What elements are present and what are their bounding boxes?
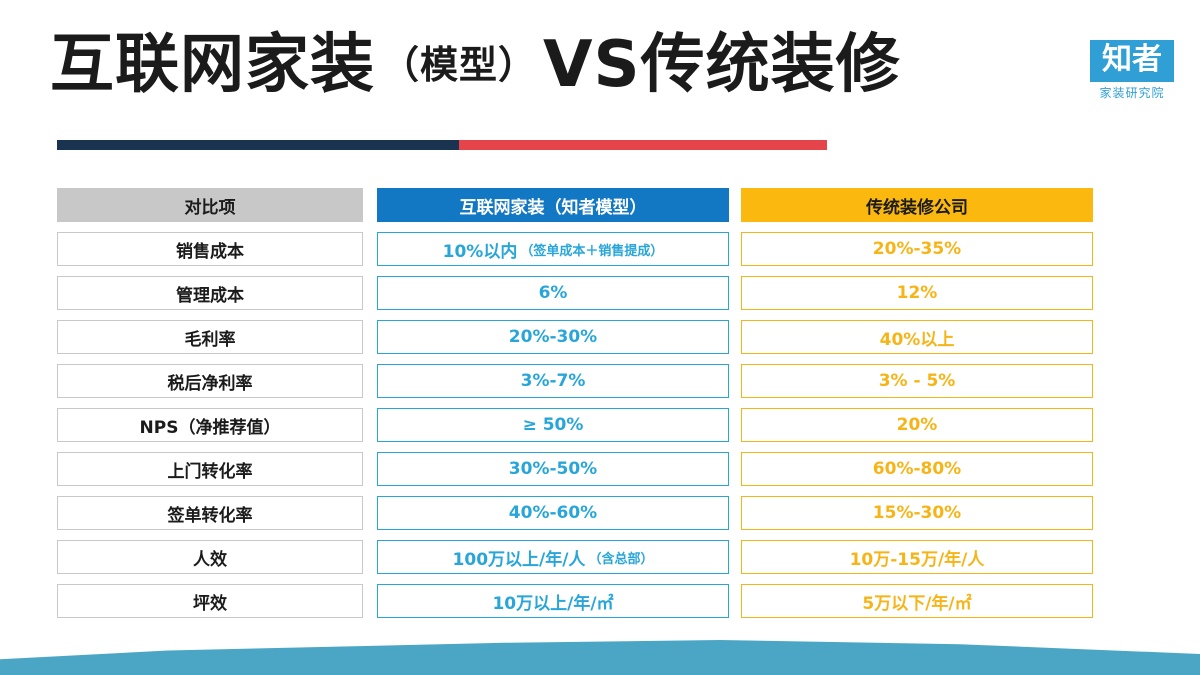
table-header-row: 对比项 互联网家装（知者模型） 传统装修公司 — [57, 188, 1093, 222]
cell-traditional: 20%-35% — [741, 232, 1093, 266]
header-item: 对比项 — [57, 188, 363, 222]
cell-internet-value: 6% — [538, 283, 568, 303]
cell-internet-note: （签单成本＋销售提成） — [520, 243, 664, 259]
cell-internet-value: 40%-60% — [508, 503, 598, 523]
logo-subtitle: 家装研究院 — [1099, 86, 1165, 100]
table-body: 销售成本 10%以内 （签单成本＋销售提成） 20%-35% 管理成本 6% 12% 毛利率 2… — [57, 232, 1093, 618]
cell-traditional: 60%-80% — [741, 452, 1093, 486]
header-internet: 互联网家装（知者模型） — [377, 188, 729, 222]
cell-internet: ≥ 50% — [377, 408, 729, 442]
cell-item: 销售成本 — [57, 232, 363, 266]
title-part-traditional: VS传统装修 — [543, 28, 901, 102]
cell-internet-value: 100万以上/年/人 — [452, 549, 586, 570]
cell-item: 上门转化率 — [57, 452, 363, 486]
cell-traditional: 10万-15万/年/人 — [741, 540, 1093, 574]
cell-internet-value: 30%-50% — [508, 459, 598, 479]
cell-internet: 3%-7% — [377, 364, 729, 398]
table-row: 签单转化率 40%-60% 15%-30% — [57, 496, 1093, 530]
title-underline-red — [459, 140, 827, 150]
cell-item: NPS（净推荐值） — [57, 408, 363, 442]
cell-traditional: 3% - 5% — [741, 364, 1093, 398]
cell-traditional: 15%-30% — [741, 496, 1093, 530]
cell-traditional: 40%以上 — [741, 320, 1093, 354]
cell-item: 管理成本 — [57, 276, 363, 310]
cell-internet-value: 10万以上/年/㎡ — [492, 593, 614, 614]
cell-internet: 30%-50% — [377, 452, 729, 486]
table-row: 坪效 10万以上/年/㎡ 5万以下/年/㎡ — [57, 584, 1093, 618]
title-paren-model: （模型） — [381, 43, 538, 87]
cell-item: 签单转化率 — [57, 496, 363, 530]
table-row: NPS（净推荐值） ≥ 50% 20% — [57, 408, 1093, 442]
table-row: 税后净利率 3%-7% 3% - 5% — [57, 364, 1093, 398]
logo-mark: 知者 — [1090, 40, 1174, 82]
cell-traditional: 20% — [741, 408, 1093, 442]
table-row: 人效 100万以上/年/人 （含总部） 10万-15万/年/人 — [57, 540, 1093, 574]
cell-item: 毛利率 — [57, 320, 363, 354]
title-underline-navy — [57, 140, 459, 150]
table-row: 毛利率 20%-30% 40%以上 — [57, 320, 1093, 354]
cell-item: 坪效 — [57, 584, 363, 618]
page-title: 互联网家装 （模型）VS传统装修 — [50, 30, 901, 100]
cell-internet-value: 3%-7% — [520, 371, 586, 391]
header-traditional: 传统装修公司 — [741, 188, 1093, 222]
cell-internet: 6% — [377, 276, 729, 310]
cell-item: 税后净利率 — [57, 364, 363, 398]
cell-traditional: 12% — [741, 276, 1093, 310]
cell-internet-value: 20%-30% — [508, 327, 598, 347]
title-part-internet: 互联网家装 — [50, 28, 375, 102]
table-row: 销售成本 10%以内 （签单成本＋销售提成） 20%-35% — [57, 232, 1093, 266]
table-row: 管理成本 6% 12% — [57, 276, 1093, 310]
cell-internet: 20%-30% — [377, 320, 729, 354]
cell-internet-value: 10%以内 — [442, 241, 518, 262]
cell-internet: 10万以上/年/㎡ — [377, 584, 729, 618]
cell-item: 人效 — [57, 540, 363, 574]
brand-logo: 知者 家装研究院 — [1090, 40, 1174, 101]
cell-internet: 40%-60% — [377, 496, 729, 530]
cell-internet: 100万以上/年/人 （含总部） — [377, 540, 729, 574]
cell-internet: 10%以内 （签单成本＋销售提成） — [377, 232, 729, 266]
comparison-table: 对比项 互联网家装（知者模型） 传统装修公司 销售成本 10%以内 （签单成本＋销售… — [57, 188, 1093, 628]
cell-internet-value: ≥ 50% — [522, 415, 584, 435]
cell-internet-note: （含总部） — [588, 551, 654, 567]
cell-traditional: 5万以下/年/㎡ — [741, 584, 1093, 618]
bottom-wave-band — [0, 640, 1200, 675]
table-row: 上门转化率 30%-50% 60%-80% — [57, 452, 1093, 486]
